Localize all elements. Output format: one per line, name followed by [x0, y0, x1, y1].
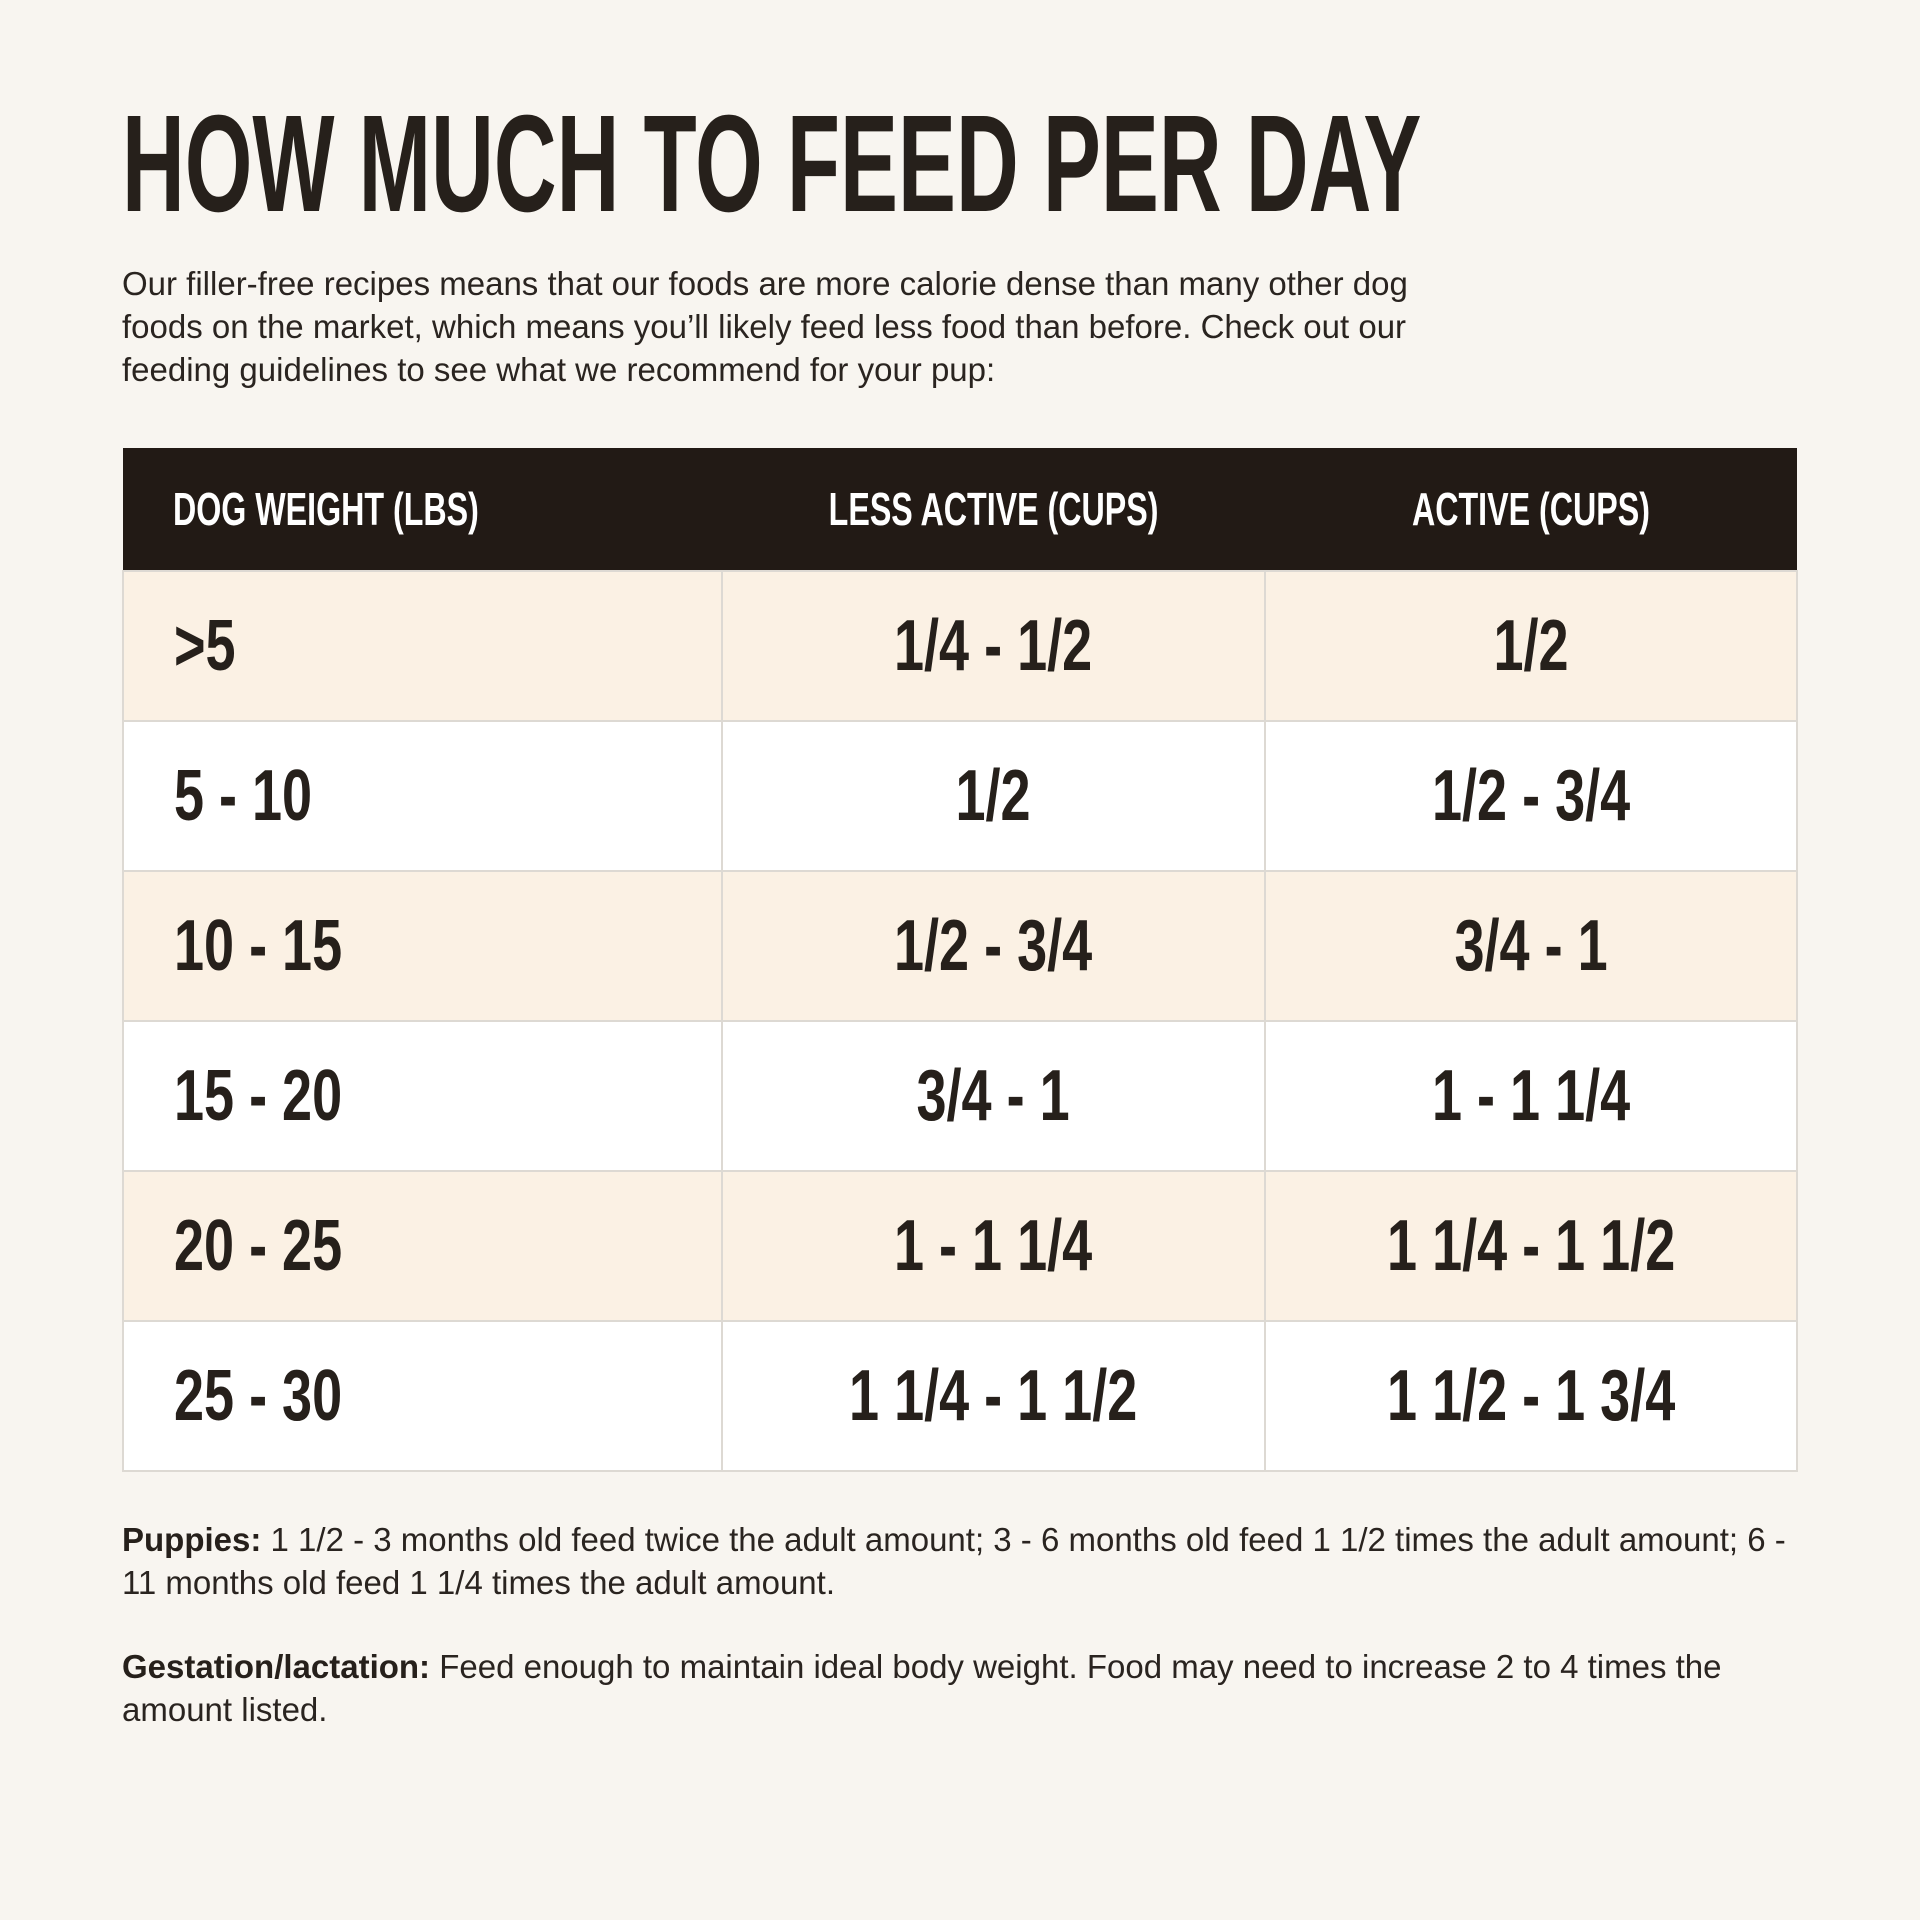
intro-paragraph: Our filler-free recipes means that our f… [122, 264, 1408, 388]
less-active-cell: 3/4 - 1 [721, 1019, 1266, 1172]
table-row: 15 - 20 3/4 - 1 1 - 1 1/4 [121, 1019, 1799, 1172]
weight-cell: 20 - 25 [121, 1169, 724, 1322]
active-cell: 1 1/4 - 1 1/2 [1263, 1169, 1799, 1322]
puppies-note: Puppies: 1 1/2 - 3 months old feed twice… [122, 1518, 1798, 1605]
page-title: HOW MUCH TO FEED PER DAY [122, 92, 1798, 237]
header-dog-weight: DOG WEIGHT (LBS) [123, 447, 723, 571]
header-active-label: ACTIVE (CUPS) [1411, 482, 1650, 535]
active-cell: 1 - 1 1/4 [1263, 1019, 1799, 1172]
header-dog-weight-label: DOG WEIGHT (LBS) [173, 482, 479, 535]
page-title-text: HOW MUCH TO FEED PER DAY [122, 87, 1422, 241]
puppies-note-text: 1 1/2 - 3 months old feed twice the adul… [122, 1520, 1786, 1602]
active-cell: 1/2 - 3/4 [1263, 719, 1799, 872]
gestation-note-text: Feed enough to maintain ideal body weigh… [122, 1647, 1722, 1729]
table-row: >5 1/4 - 1/2 1/2 [121, 569, 1799, 722]
less-active-cell: 1/2 [721, 719, 1266, 872]
active-cell: 1 1/2 - 1 3/4 [1263, 1319, 1799, 1472]
active-cell: 3/4 - 1 [1263, 869, 1799, 1022]
table-row: 25 - 30 1 1/4 - 1 1/2 1 1/2 - 1 3/4 [121, 1319, 1799, 1472]
header-row: DOG WEIGHT (LBS) LESS ACTIVE (CUPS) ACTI… [123, 447, 1797, 571]
weight-cell: >5 [121, 569, 724, 722]
table-row: 10 - 15 1/2 - 3/4 3/4 - 1 [121, 869, 1799, 1022]
header-less-active: LESS ACTIVE (CUPS) [722, 447, 1265, 571]
less-active-cell: 1 - 1 1/4 [721, 1169, 1266, 1322]
less-active-cell: 1 1/4 - 1 1/2 [721, 1319, 1266, 1472]
weight-cell: 25 - 30 [121, 1319, 724, 1472]
puppies-note-label: Puppies: [122, 1520, 262, 1558]
gestation-note: Gestation/lactation: Feed enough to main… [122, 1645, 1798, 1732]
feeding-table-header: DOG WEIGHT (LBS) LESS ACTIVE (CUPS) ACTI… [123, 447, 1797, 571]
less-active-cell: 1/4 - 1/2 [721, 569, 1266, 722]
table-row: 20 - 25 1 - 1 1/4 1 1/4 - 1 1/2 [121, 1169, 1799, 1322]
header-active: ACTIVE (CUPS) [1264, 447, 1797, 571]
active-cell: 1/2 [1263, 569, 1799, 722]
less-active-cell: 1/2 - 3/4 [721, 869, 1266, 1022]
gestation-note-label: Gestation/lactation: [122, 1647, 431, 1685]
header-less-active-label: LESS ACTIVE (CUPS) [828, 482, 1159, 535]
feeding-table: DOG WEIGHT (LBS) LESS ACTIVE (CUPS) ACTI… [121, 447, 1799, 1472]
table-row: 5 - 10 1/2 1/2 - 3/4 [121, 719, 1799, 872]
weight-cell: 15 - 20 [121, 1019, 724, 1172]
weight-cell: 5 - 10 [121, 719, 724, 872]
weight-cell: 10 - 15 [121, 869, 724, 1022]
feeding-table-body: >5 1/4 - 1/2 1/2 5 - 10 1/2 1/2 - 3/4 10… [121, 569, 1799, 1472]
